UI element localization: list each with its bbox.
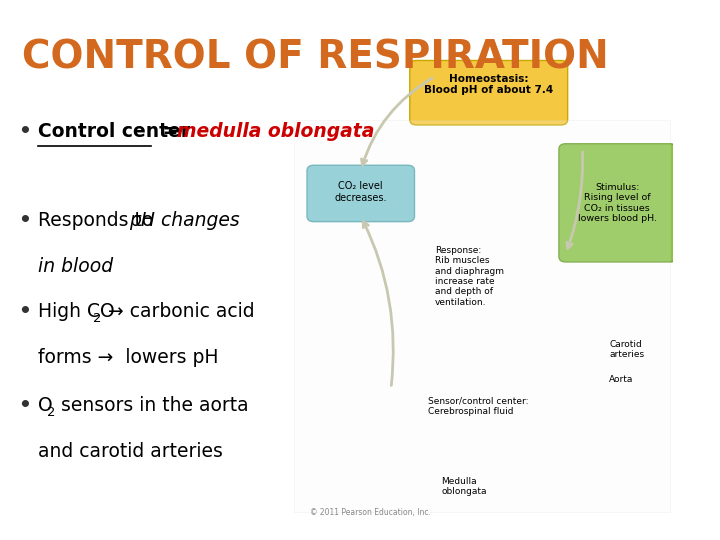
FancyBboxPatch shape [307, 165, 415, 221]
Text: Sensor/control center:
Cerebrospinal fluid: Sensor/control center: Cerebrospinal flu… [428, 396, 528, 416]
Text: 2: 2 [94, 312, 102, 325]
Text: Medulla
oblongata: Medulla oblongata [441, 477, 487, 496]
Text: pH changes: pH changes [129, 211, 240, 230]
Text: Carotid
arteries: Carotid arteries [609, 340, 644, 359]
Text: medulla oblongata: medulla oblongata [177, 122, 374, 141]
Text: sensors in the aorta: sensors in the aorta [55, 396, 248, 415]
Text: Control center: Control center [38, 122, 191, 141]
Text: Homeostasis:
Blood pH of about 7.4: Homeostasis: Blood pH of about 7.4 [424, 74, 553, 96]
FancyBboxPatch shape [559, 144, 677, 262]
Text: CO₂ level
decreases.: CO₂ level decreases. [335, 181, 387, 203]
Text: •: • [18, 211, 31, 230]
Text: •: • [18, 302, 31, 321]
Text: Response:
Rib muscles
and diaphragm
increase rate
and depth of
ventilation.: Response: Rib muscles and diaphragm incr… [435, 246, 504, 307]
Text: =: = [156, 122, 184, 141]
Text: 2: 2 [47, 406, 55, 419]
Text: High CO: High CO [38, 302, 115, 321]
Text: Responds to: Responds to [38, 211, 160, 230]
Text: Stimulus:
Rising level of
CO₂ in tissues
lowers blood pH.: Stimulus: Rising level of CO₂ in tissues… [578, 183, 657, 223]
Text: forms →  lowers pH: forms → lowers pH [38, 348, 219, 367]
Text: © 2011 Pearson Education, Inc.: © 2011 Pearson Education, Inc. [310, 508, 431, 517]
Text: and carotid arteries: and carotid arteries [38, 442, 223, 461]
Text: in blood: in blood [38, 256, 114, 275]
Text: •: • [18, 122, 31, 141]
FancyBboxPatch shape [294, 119, 670, 512]
Text: → carbonic acid: → carbonic acid [102, 302, 255, 321]
Text: CONTROL OF RESPIRATION: CONTROL OF RESPIRATION [22, 39, 608, 77]
FancyBboxPatch shape [410, 60, 567, 125]
Text: •: • [18, 396, 31, 415]
Text: Aorta: Aorta [609, 375, 634, 384]
Text: O: O [38, 396, 53, 415]
